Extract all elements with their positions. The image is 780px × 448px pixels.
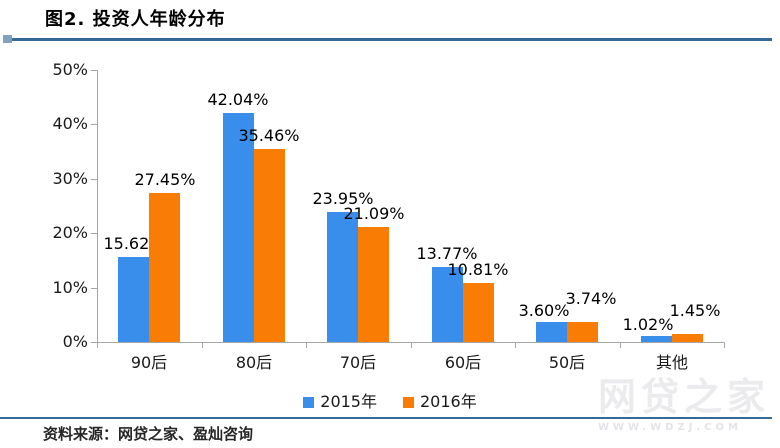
data-label: 1.45% <box>669 301 721 320</box>
x-category-label: 90后 <box>130 353 168 372</box>
x-axis-tick <box>411 342 412 348</box>
bar-2015年 <box>432 267 463 342</box>
bar-2016年 <box>254 149 285 342</box>
top-divider <box>3 38 772 41</box>
x-axis-tick <box>97 342 98 348</box>
legend-item: 2016年 <box>403 393 477 411</box>
data-label: 23.95% <box>312 189 374 208</box>
source-note: 资料来源：网贷之家、盈灿咨询 <box>43 425 254 443</box>
data-label: 42.04% <box>207 90 269 109</box>
legend-item: 2015年 <box>303 393 377 411</box>
watermark-url: WWW.WDZJ.COM <box>598 422 742 433</box>
chart-legend: 2015年 2016年 <box>0 393 780 411</box>
data-label: 3.60% <box>518 301 570 320</box>
y-axis-label: 40% <box>52 114 88 133</box>
bar-2015年 <box>118 257 149 342</box>
figure-title: 图2. 投资人年龄分布 <box>45 9 226 30</box>
bar-2015年 <box>223 113 254 342</box>
y-axis-tick <box>91 124 97 125</box>
bottom-divider <box>0 417 772 419</box>
y-axis-label: 10% <box>52 278 88 297</box>
legend-label: 2015年 <box>320 392 377 411</box>
y-axis-tick <box>91 233 97 234</box>
watermark: 网贷之家 WWW.WDZJ.COM <box>598 378 770 433</box>
y-axis-tick <box>91 288 97 289</box>
y-axis-line <box>97 70 98 343</box>
x-category-label: 其他 <box>655 353 688 372</box>
bar-2016年 <box>358 227 389 342</box>
bar-2015年 <box>327 212 358 342</box>
data-label: 35.46% <box>238 126 300 145</box>
data-label: 27.45% <box>134 170 196 189</box>
watermark-text: 网贷之家 <box>598 375 771 419</box>
legend-swatch-icon <box>303 396 315 408</box>
data-label: 13.77% <box>416 244 478 263</box>
x-axis-tick <box>202 342 203 348</box>
bar-2015年 <box>536 322 567 342</box>
data-label: 10.81% <box>447 260 509 279</box>
bar-2016年 <box>149 193 180 342</box>
x-category-label: 70后 <box>339 353 377 372</box>
x-category-label: 50后 <box>548 353 586 372</box>
y-axis-label: 0% <box>62 332 88 351</box>
data-label: 21.09% <box>343 204 405 223</box>
y-axis-tick <box>91 179 97 180</box>
x-axis-tick <box>515 342 516 348</box>
y-axis-tick <box>91 342 97 343</box>
x-axis-tick <box>306 342 307 348</box>
y-axis-label: 50% <box>52 60 88 79</box>
bar-2016年 <box>672 334 703 342</box>
data-label: 1.02% <box>622 315 674 334</box>
bar-2016年 <box>567 322 598 342</box>
legend-swatch-icon <box>403 396 414 408</box>
data-label: 3.74% <box>565 289 617 308</box>
x-axis-tick <box>724 342 725 348</box>
y-axis-tick <box>91 70 97 71</box>
bar-2016年 <box>463 283 494 342</box>
bar-2015年 <box>641 336 672 342</box>
top-divider-nub <box>3 35 12 43</box>
legend-label: 2016年 <box>420 392 477 411</box>
y-axis-label: 30% <box>52 169 88 188</box>
x-category-label: 80后 <box>235 353 273 372</box>
x-axis-tick <box>620 342 621 348</box>
x-category-label: 60后 <box>444 353 482 372</box>
y-axis-label: 20% <box>52 223 88 242</box>
